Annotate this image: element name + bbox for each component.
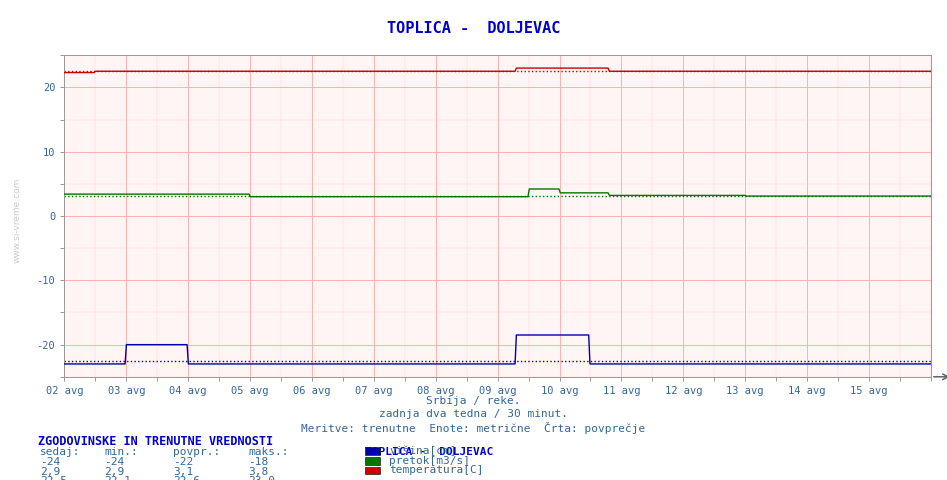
Text: pretok[m3/s]: pretok[m3/s] — [389, 456, 471, 466]
Text: Srbija / reke.: Srbija / reke. — [426, 396, 521, 406]
Text: -24: -24 — [104, 457, 124, 467]
Text: povpr.:: povpr.: — [173, 447, 221, 457]
Text: 22,1: 22,1 — [104, 476, 132, 480]
Text: www.si-vreme.com: www.si-vreme.com — [12, 178, 22, 264]
Text: 22,6: 22,6 — [173, 476, 201, 480]
Text: Meritve: trenutne  Enote: metrične  Črta: povprečje: Meritve: trenutne Enote: metrične Črta: … — [301, 422, 646, 434]
Text: 23,0: 23,0 — [248, 476, 276, 480]
Text: 2,9: 2,9 — [104, 467, 124, 477]
Text: višina[cm]: višina[cm] — [389, 446, 456, 456]
Text: zadnja dva tedna / 30 minut.: zadnja dva tedna / 30 minut. — [379, 409, 568, 419]
Text: 22,5: 22,5 — [40, 476, 67, 480]
Text: 2,9: 2,9 — [40, 467, 60, 477]
Text: 3,1: 3,1 — [173, 467, 193, 477]
Text: temperatura[C]: temperatura[C] — [389, 466, 484, 475]
Text: 3,8: 3,8 — [248, 467, 268, 477]
Text: -18: -18 — [248, 457, 268, 467]
Text: min.:: min.: — [104, 447, 138, 457]
Text: maks.:: maks.: — [248, 447, 289, 457]
Text: TOPLICA -  DOLJEVAC: TOPLICA - DOLJEVAC — [386, 21, 561, 36]
Text: TOPLICA -  DOLJEVAC: TOPLICA - DOLJEVAC — [365, 447, 492, 457]
Text: -24: -24 — [40, 457, 60, 467]
Text: sedaj:: sedaj: — [40, 447, 80, 457]
Text: ZGODOVINSKE IN TRENUTNE VREDNOSTI: ZGODOVINSKE IN TRENUTNE VREDNOSTI — [38, 435, 273, 448]
Text: -22: -22 — [173, 457, 193, 467]
